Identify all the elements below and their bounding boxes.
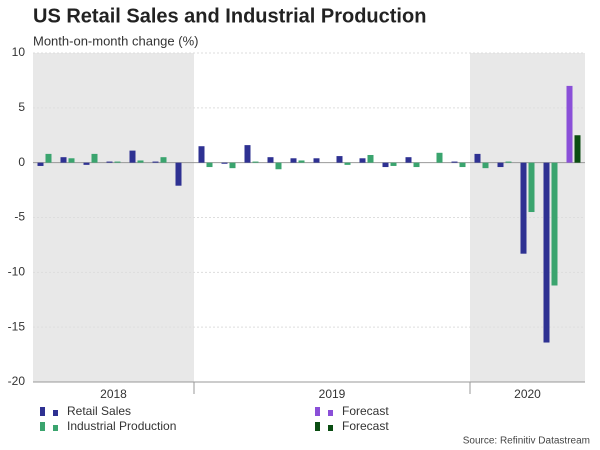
bar bbox=[574, 135, 581, 163]
bar bbox=[175, 162, 182, 186]
legend-swatch bbox=[315, 407, 320, 416]
bar bbox=[382, 162, 389, 168]
bar bbox=[106, 161, 113, 163]
bar bbox=[528, 162, 535, 213]
bar bbox=[359, 158, 366, 163]
bar bbox=[267, 157, 274, 163]
bar bbox=[290, 158, 297, 163]
source-note: Source: Refinitiv Datastream bbox=[463, 436, 590, 447]
bar bbox=[68, 158, 75, 163]
bar bbox=[497, 162, 504, 168]
legend-swatch bbox=[328, 410, 333, 416]
legend-label: Industrial Production bbox=[67, 419, 176, 433]
bar bbox=[298, 160, 305, 163]
bar bbox=[336, 156, 343, 163]
bar bbox=[129, 150, 136, 163]
legend-swatch bbox=[53, 410, 58, 416]
bar bbox=[482, 162, 489, 169]
year-label: 2018 bbox=[100, 387, 127, 401]
bar bbox=[344, 162, 351, 165]
bar bbox=[367, 154, 374, 163]
year-label: 2019 bbox=[319, 387, 346, 401]
chart-subtitle: Month-on-month change (%) bbox=[33, 33, 198, 48]
bar bbox=[137, 160, 144, 163]
legend-label: Forecast bbox=[342, 419, 389, 433]
bar bbox=[520, 162, 527, 254]
legend-label: Retail Sales bbox=[67, 404, 131, 418]
bar bbox=[566, 85, 573, 163]
y-tick-label: -15 bbox=[8, 319, 26, 333]
bar bbox=[229, 162, 236, 169]
y-tick-label: -5 bbox=[14, 210, 25, 224]
bar bbox=[244, 145, 251, 163]
legend-swatch bbox=[315, 422, 320, 431]
bar bbox=[83, 162, 90, 165]
y-tick-label: 5 bbox=[18, 100, 25, 114]
bar bbox=[160, 157, 167, 163]
y-tick-label: 0 bbox=[18, 155, 25, 169]
legend-swatch bbox=[40, 407, 45, 416]
legend-swatch bbox=[53, 425, 58, 431]
bar bbox=[152, 161, 159, 163]
bar bbox=[436, 152, 443, 163]
bar bbox=[114, 161, 121, 163]
bar bbox=[413, 162, 420, 168]
year-label: 2020 bbox=[514, 387, 541, 401]
bar bbox=[451, 161, 458, 163]
bar bbox=[198, 146, 205, 163]
bar bbox=[459, 162, 466, 168]
chart-title: US Retail Sales and Industrial Productio… bbox=[33, 5, 426, 27]
bar bbox=[474, 153, 481, 163]
bar bbox=[313, 158, 320, 163]
bar bbox=[252, 161, 259, 163]
bar bbox=[275, 162, 282, 170]
bar bbox=[543, 162, 550, 343]
y-tick-label: 10 bbox=[12, 45, 26, 59]
bar bbox=[37, 162, 44, 166]
bar bbox=[60, 157, 67, 163]
y-tick-label: -10 bbox=[8, 265, 26, 279]
bar bbox=[405, 157, 412, 163]
legend-swatch bbox=[328, 425, 333, 431]
bar bbox=[221, 162, 228, 164]
legend-label: Forecast bbox=[342, 404, 389, 418]
bar bbox=[206, 162, 213, 168]
bar bbox=[91, 153, 98, 163]
y-tick-label: -20 bbox=[8, 374, 26, 388]
bar bbox=[390, 162, 397, 166]
legend-swatch bbox=[40, 422, 45, 431]
bar bbox=[45, 153, 52, 163]
bar bbox=[505, 161, 512, 163]
bar bbox=[551, 162, 558, 286]
